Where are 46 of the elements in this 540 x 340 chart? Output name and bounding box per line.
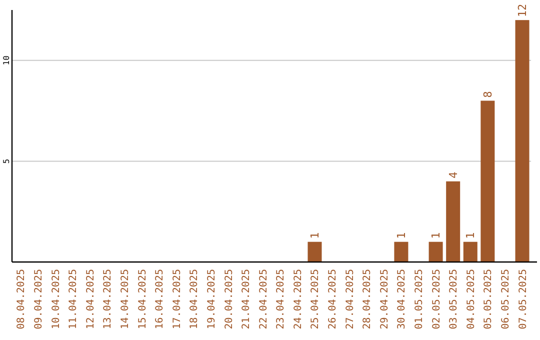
- x-tick-label: 14.04.2025: [120, 269, 131, 330]
- x-tick-label: 05.05.2025: [483, 269, 494, 330]
- x-tick-label: 18.04.2025: [189, 269, 200, 330]
- x-tick-label: 20.04.2025: [224, 269, 235, 330]
- data-label: 12: [516, 4, 530, 18]
- x-tick-label: 01.05.2025: [414, 269, 425, 330]
- x-tick-label: 27.04.2025: [344, 269, 356, 330]
- data-label: 1: [430, 232, 443, 239]
- bar: [308, 242, 322, 262]
- data-label: 1: [464, 232, 478, 239]
- x-tick-label: 12.04.2025: [85, 269, 96, 330]
- x-tick-label: 22.04.2025: [258, 269, 270, 330]
- x-tick-label: 16.04.2025: [154, 269, 166, 330]
- x-tick-label: 15.04.2025: [137, 269, 148, 330]
- x-tick-label: 25.04.2025: [310, 269, 322, 330]
- x-tick-label: 28.04.2025: [362, 269, 374, 330]
- bar: [463, 242, 478, 262]
- bar: [394, 242, 408, 262]
- x-tick-label: 29.04.2025: [379, 269, 390, 330]
- data-label: 1: [308, 232, 322, 239]
- y-tick-label: 5: [2, 158, 11, 164]
- x-tick-label: 06.05.2025: [500, 269, 512, 330]
- x-tick-label: 09.04.2025: [34, 269, 45, 330]
- x-tick-label: 21.04.2025: [241, 269, 252, 330]
- x-tick-label: 03.05.2025: [448, 269, 460, 330]
- x-tick-label: 24.04.2025: [292, 269, 304, 330]
- y-tick-label: 10: [2, 55, 11, 66]
- x-tick-label: 30.04.2025: [396, 269, 408, 330]
- x-tick-label: 17.04.2025: [172, 269, 183, 330]
- data-label: 4: [446, 171, 460, 178]
- x-tick-label: 23.04.2025: [276, 269, 287, 330]
- x-tick-label: 19.04.2025: [206, 269, 218, 330]
- x-tick-label: 02.05.2025: [431, 269, 442, 330]
- x-tick-label: 08.04.2025: [16, 269, 28, 330]
- x-tick-label: 11.04.2025: [68, 269, 80, 330]
- x-tick-label: 26.04.2025: [328, 269, 339, 330]
- bar: [515, 20, 530, 262]
- data-label: 8: [482, 91, 495, 98]
- data-label: 1: [395, 232, 408, 239]
- x-tick-label: 13.04.2025: [102, 269, 114, 330]
- bar: [428, 242, 443, 262]
- bar: [480, 100, 495, 262]
- x-tick-label: 10.04.2025: [50, 269, 62, 330]
- x-tick-label: 04.05.2025: [466, 269, 477, 330]
- bar: [446, 181, 460, 262]
- x-tick-label: 07.05.2025: [518, 269, 529, 330]
